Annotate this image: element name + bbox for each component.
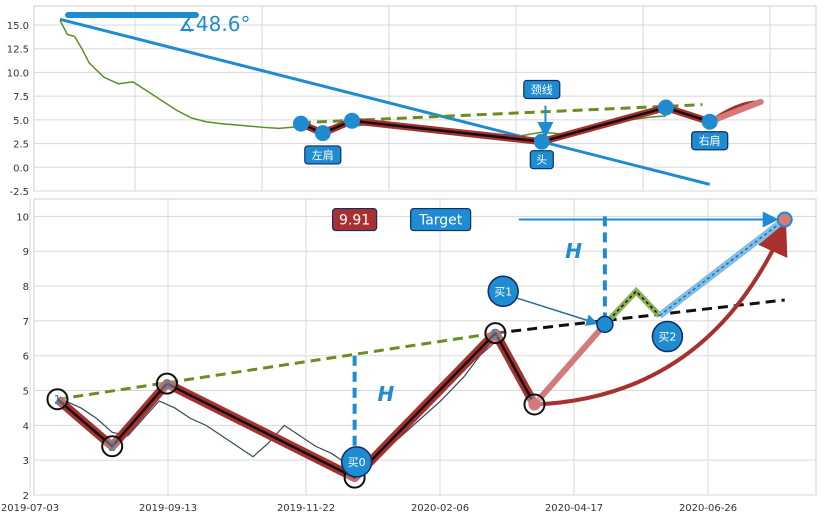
buy1-point [596, 315, 614, 334]
pivot-circle [101, 435, 124, 458]
trend-line [59, 17, 711, 186]
top-y-tick-label: -2.5 [9, 187, 29, 198]
bottom-x-tick-label: 2019-09-13 [139, 503, 197, 514]
target-value-box [332, 207, 378, 232]
top-y-tick-label: 2.5 [13, 140, 29, 151]
bottom-y-tick-label: 7 [23, 317, 29, 328]
proj-segment-1 [532, 322, 608, 407]
top-y-ticks: -2.5 0.0 2.5 5.0 7.5 10.0 12.5 15.0 [7, 21, 29, 198]
buy0-label: 买0 [348, 456, 366, 469]
pattern-point [314, 125, 331, 142]
top-y-tick-label: 10.0 [7, 68, 29, 79]
pattern-label-box [523, 79, 561, 100]
pivot-circle [46, 388, 69, 411]
target-value: 9.91 [339, 213, 370, 229]
buy1-label: 买1 [494, 285, 512, 298]
top-y-tick-label: 5.0 [13, 116, 29, 127]
bottom-x-tick-label: 2020-06-26 [679, 503, 737, 514]
top-y-tick-label: 7.5 [13, 92, 29, 103]
bottom-y-tick-label: 2 [23, 491, 29, 502]
bottom-y-tick-label: 10 [16, 212, 29, 223]
bottom-x-tick-label: 2019-11-22 [277, 503, 335, 514]
pattern-point [701, 113, 718, 130]
buy0-mark [528, 398, 541, 411]
pivot-number: 1 [54, 393, 62, 407]
bottom-y-ticks: 2 3 4 5 6 7 8 9 10 [16, 212, 29, 502]
bottom-x-tick-label: 2020-02-06 [411, 503, 469, 514]
bottom-y-tick-label: 3 [23, 456, 29, 467]
projection-line [706, 98, 764, 125]
top-labels: 左肩 头 右肩 颈线 [304, 79, 729, 170]
pattern-label-box [529, 150, 554, 170]
top-marks [59, 12, 764, 186]
neck-line-bottom [57, 331, 496, 401]
bottom-y-tick-label: 5 [23, 387, 29, 398]
pattern-label: 左肩 [312, 148, 334, 162]
pattern-label: 右肩 [699, 134, 721, 148]
pattern-point [292, 115, 309, 132]
top-y-tick-label: 15.0 [7, 21, 29, 32]
bottom-x-tick-label: 2019-07-03 [1, 503, 59, 514]
proj-segment-3-dash [659, 218, 786, 317]
pivot-number: 5 [492, 327, 500, 341]
pattern-label: 头 [536, 154, 547, 167]
target-label-box [410, 207, 472, 232]
buy2-label: 买2 [658, 331, 676, 344]
bottom-y-tick-label: 9 [23, 247, 29, 258]
proj-segment-2-dash [604, 290, 661, 325]
h-label-left: H [378, 382, 395, 406]
top-y-tick-label: 0.0 [13, 163, 29, 174]
h-label-right: H [565, 239, 582, 263]
buy0-bubble [340, 446, 373, 478]
target-label: Target [418, 213, 463, 229]
bottom-panel: 2 3 4 5 6 7 8 9 10 2019-07-03 2019-09-13 2019-11-2… [1, 198, 817, 514]
pivot-number: 3 [163, 378, 171, 392]
pattern-point [533, 133, 550, 150]
pattern-line-bottom [56, 331, 536, 479]
bottom-x-tick-label: 2020-04-17 [545, 503, 603, 514]
pattern-point [657, 99, 674, 116]
pattern-label-box [691, 131, 729, 151]
angle-label: ∡48.6° [178, 12, 250, 36]
pivot-circle [484, 322, 507, 345]
bottom-x-ticks: 2019-07-03 2019-09-13 2019-11-22 2020-02-06… [1, 503, 737, 514]
buy2-bubble [651, 320, 684, 353]
pivot-number: 2 [108, 440, 116, 454]
pattern-label-box [304, 145, 342, 165]
target-curve [534, 222, 788, 407]
candle-series [65, 340, 536, 475]
pattern-point [344, 112, 360, 129]
top-y-tick-label: 12.5 [7, 45, 29, 56]
buy1-bubble [487, 275, 519, 308]
bottom-y-tick-label: 8 [23, 282, 29, 293]
bottom-y-tick-label: 4 [23, 421, 29, 432]
bottom-labels: 1 2 3 5 买0 买1 买2 Target 9.91 H H [54, 207, 684, 478]
pivot-circle [155, 372, 178, 395]
top-panel: -2.5 0.0 2.5 5.0 7.5 10.0 12.5 15.0 左肩 头 右肩 颈线 ∡48… [7, 5, 817, 198]
target-point [776, 211, 793, 228]
bottom-y-tick-label: 6 [23, 352, 29, 363]
pattern-label: 颈线 [531, 82, 553, 96]
